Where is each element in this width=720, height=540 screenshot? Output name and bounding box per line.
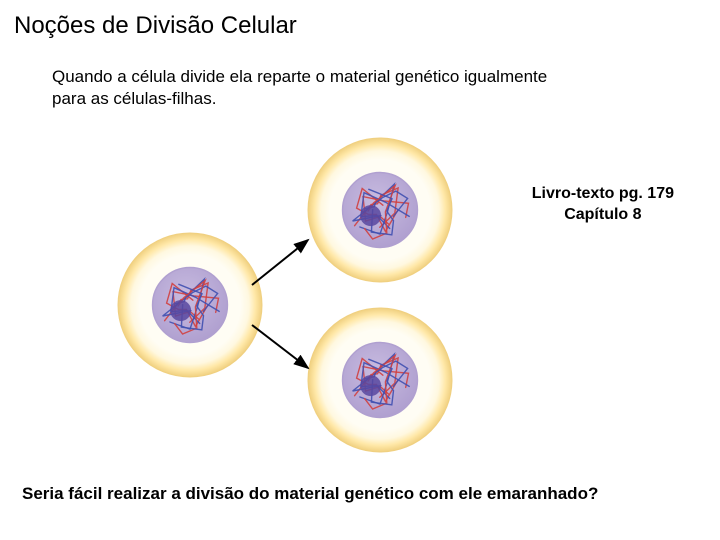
intro-line-1: Quando a célula divide ela reparte o mat… [52,67,547,86]
division-arrow [252,240,308,285]
reference-block: Livro-texto pg. 179 Capítulo 8 [532,184,674,226]
cell-daughter_top [308,138,452,282]
cell-parent [118,233,262,377]
reference-line-1: Livro-texto pg. 179 [532,185,674,202]
cell-daughter_bottom [308,308,452,452]
closing-question: Seria fácil realizar a divisão do materi… [22,484,598,504]
intro-line-2: para as células-filhas. [52,89,216,108]
cell-division-svg [60,130,500,460]
intro-text: Quando a célula divide ela reparte o mat… [52,66,547,110]
page-title: Noções de Divisão Celular [14,12,297,40]
reference-line-2: Capítulo 8 [564,206,641,223]
cell-division-diagram [60,130,500,460]
division-arrow [252,325,308,368]
